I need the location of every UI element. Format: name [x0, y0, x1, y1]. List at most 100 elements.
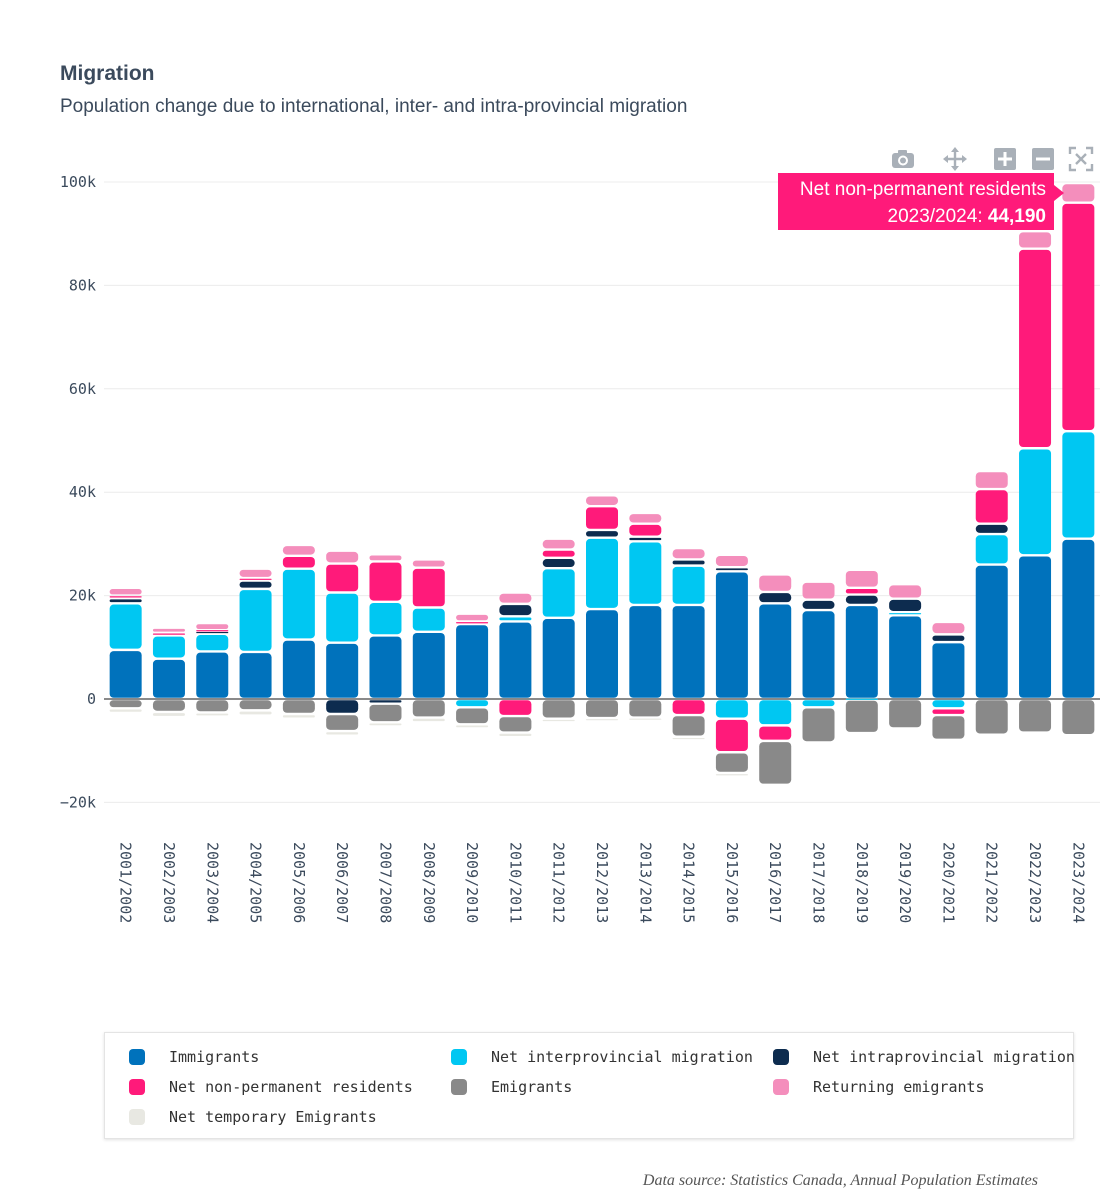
bar-segment[interactable]: [499, 700, 532, 715]
bar-segment[interactable]: [889, 585, 922, 598]
bar-segment[interactable]: [196, 631, 229, 634]
bar-segment[interactable]: [1062, 203, 1095, 430]
bar-segment[interactable]: [326, 551, 359, 563]
bar-segment[interactable]: [152, 713, 185, 716]
bar-segment[interactable]: [802, 600, 835, 609]
bar-segment[interactable]: [1062, 432, 1095, 538]
bar-segment[interactable]: [282, 715, 315, 718]
bar-segment[interactable]: [326, 700, 359, 713]
bar-segment[interactable]: [975, 472, 1008, 488]
bar-segment[interactable]: [586, 531, 618, 537]
bar-segment[interactable]: [1062, 539, 1095, 698]
bar-segment[interactable]: [109, 596, 142, 598]
bar-segment[interactable]: [369, 704, 402, 722]
pan-icon[interactable]: [942, 146, 968, 172]
bar-segment[interactable]: [629, 514, 662, 523]
bar-segment[interactable]: [672, 606, 705, 698]
bar-segment[interactable]: [369, 555, 402, 561]
bar-segment[interactable]: [196, 713, 229, 716]
bar-segment[interactable]: [239, 653, 272, 698]
zoom-out-icon[interactable]: [1030, 146, 1056, 172]
bar-segment[interactable]: [586, 496, 618, 505]
bar-segment[interactable]: [759, 700, 792, 725]
bar-segment[interactable]: [326, 715, 359, 730]
bar-segment[interactable]: [975, 490, 1008, 523]
bar-segment[interactable]: [152, 700, 185, 711]
bar-segment[interactable]: [542, 569, 575, 617]
bar-segment[interactable]: [412, 718, 445, 722]
bar-segment[interactable]: [109, 651, 142, 698]
bar-segment[interactable]: [586, 610, 618, 698]
bar-segment[interactable]: [239, 581, 272, 588]
bar-segment[interactable]: [845, 595, 878, 604]
bar-segment[interactable]: [932, 623, 965, 634]
bar-segment[interactable]: [1019, 249, 1052, 448]
bar-segment[interactable]: [715, 572, 748, 698]
bar-segment[interactable]: [715, 774, 748, 776]
bar-segment[interactable]: [456, 625, 489, 698]
legend-item[interactable]: Returning emigrants: [773, 1078, 985, 1096]
bar-segment[interactable]: [845, 570, 878, 587]
camera-icon[interactable]: [890, 146, 916, 172]
bar-segment[interactable]: [845, 589, 878, 594]
bar-segment[interactable]: [239, 569, 272, 577]
bar-segment[interactable]: [196, 630, 229, 632]
bar-segment[interactable]: [239, 590, 272, 651]
bar-segment[interactable]: [152, 636, 185, 658]
bar-segment[interactable]: [542, 700, 575, 718]
bar-segment[interactable]: [369, 723, 402, 726]
bar-segment[interactable]: [326, 732, 359, 735]
bar-segment[interactable]: [715, 700, 748, 718]
bar-segment[interactable]: [369, 700, 402, 703]
bar-segment[interactable]: [889, 616, 922, 698]
bar-segment[interactable]: [889, 599, 922, 611]
bar-segment[interactable]: [369, 636, 402, 698]
bar-segment[interactable]: [152, 659, 185, 698]
bar-segment[interactable]: [845, 698, 878, 700]
bar-segment[interactable]: [672, 566, 705, 604]
bar-segment[interactable]: [629, 524, 662, 536]
bar-segment[interactable]: [326, 643, 359, 698]
bar-segment[interactable]: [109, 709, 142, 712]
bar-segment[interactable]: [542, 719, 575, 722]
bar-segment[interactable]: [499, 717, 532, 732]
bar-segment[interactable]: [456, 708, 489, 724]
bar-segment[interactable]: [932, 643, 965, 698]
bar-segment[interactable]: [715, 719, 748, 752]
bar-segment[interactable]: [845, 700, 878, 732]
bar-segment[interactable]: [152, 633, 185, 635]
bar-segment[interactable]: [975, 565, 1008, 698]
bar-segment[interactable]: [282, 546, 315, 555]
legend-item[interactable]: Net interprovincial migration: [451, 1048, 753, 1066]
bar-segment[interactable]: [629, 606, 662, 698]
bar-segment[interactable]: [1062, 184, 1095, 202]
bar-segment[interactable]: [109, 700, 142, 708]
bar-segment[interactable]: [672, 560, 705, 565]
bar-segment[interactable]: [412, 560, 445, 567]
bar-segment[interactable]: [932, 709, 965, 714]
zoom-in-icon[interactable]: [992, 146, 1018, 172]
bar-segment[interactable]: [672, 700, 705, 714]
bar-segment[interactable]: [369, 562, 402, 601]
bar-segment[interactable]: [672, 716, 705, 736]
bar-segment[interactable]: [586, 507, 618, 529]
bar-segment[interactable]: [196, 624, 229, 630]
bar-segment[interactable]: [802, 611, 835, 698]
bar-segment[interactable]: [282, 556, 315, 568]
bar-segment[interactable]: [196, 700, 229, 712]
bar-segment[interactable]: [412, 568, 445, 607]
bar-segment[interactable]: [975, 700, 1008, 734]
bar-segment[interactable]: [629, 537, 662, 541]
bar-segment[interactable]: [975, 535, 1008, 564]
bar-segment[interactable]: [282, 569, 315, 639]
bar-segment[interactable]: [499, 622, 532, 698]
bar-segment[interactable]: [759, 742, 792, 784]
bar-segment[interactable]: [326, 564, 359, 592]
bar-segment[interactable]: [239, 711, 272, 715]
bar-segment[interactable]: [109, 604, 142, 649]
bar-segment[interactable]: [1019, 556, 1052, 698]
bar-segment[interactable]: [802, 708, 835, 742]
bar-segment[interactable]: [239, 578, 272, 580]
bar-segment[interactable]: [542, 559, 575, 567]
legend-item[interactable]: Immigrants: [129, 1048, 259, 1066]
